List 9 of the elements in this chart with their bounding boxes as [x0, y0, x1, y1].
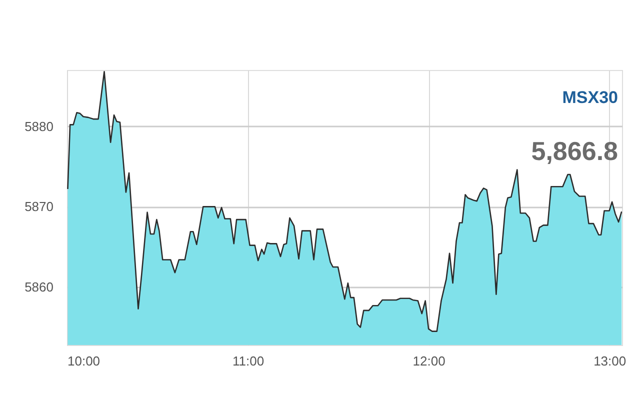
annotation: MSX30	[562, 88, 618, 107]
annotation: 5,866.8	[531, 136, 618, 166]
y-tick-label: 5860	[24, 280, 54, 295]
y-tick-label: 5880	[24, 118, 54, 134]
x-tick-label: 12:00	[412, 354, 446, 368]
x-tick-label: 13:00	[594, 354, 626, 368]
x-tick-label: 10:00	[68, 354, 100, 368]
y-tick-label: 5870	[24, 199, 54, 214]
x-tick-label: 11:00	[232, 354, 264, 368]
